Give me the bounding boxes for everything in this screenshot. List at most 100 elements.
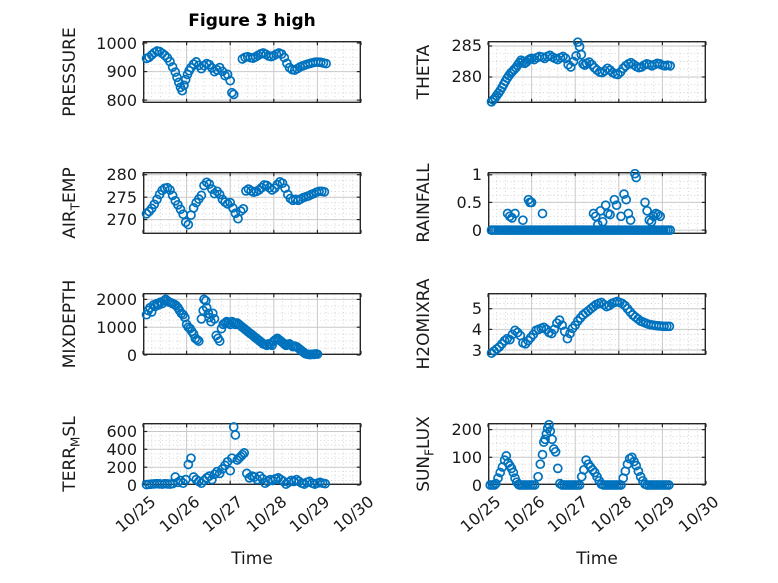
x-tick-label: 10/30 (329, 492, 378, 537)
plot-area-sun-flux (485, 419, 707, 490)
data-point (495, 467, 506, 478)
data-point (279, 339, 290, 349)
data-point (196, 478, 207, 489)
data-point (587, 464, 598, 475)
data-point (196, 190, 207, 201)
data-point (209, 469, 220, 480)
plot-area-rainfall (486, 168, 707, 235)
data-point (170, 67, 181, 77)
data-point (165, 56, 175, 67)
data-point (207, 308, 218, 319)
data-point (237, 449, 248, 460)
figure-title: Figure 3 high (188, 11, 316, 31)
data-point (621, 194, 632, 205)
data-point (183, 219, 194, 230)
data-point (544, 419, 554, 430)
y-tick-label: 0 (126, 476, 137, 495)
y-axis-label-mixdepth: MIXDEPTH (60, 279, 80, 369)
y-axis-label-theta: THETA (414, 44, 434, 100)
data-point (199, 294, 209, 305)
data-point (227, 203, 238, 213)
data-point (529, 480, 540, 490)
y-tick-label: 270 (106, 210, 137, 229)
data-point (640, 197, 650, 208)
data-point (152, 194, 162, 205)
y-tick-label: 280 (451, 67, 482, 86)
data-point (547, 434, 557, 445)
data-point (230, 430, 241, 440)
data-point (526, 197, 537, 208)
data-point (192, 334, 202, 345)
data-point (489, 480, 500, 490)
data-point (254, 471, 265, 481)
data-point (554, 315, 565, 325)
data-point (180, 74, 191, 85)
x-tick-label: 10/28 (587, 492, 636, 537)
data-point (209, 188, 220, 199)
y-tick-label: 0 (471, 476, 482, 495)
y-tick-label: 0 (471, 221, 482, 240)
data-point (141, 208, 152, 219)
data-point (319, 186, 330, 197)
data-point (225, 75, 236, 86)
data-point (508, 467, 519, 478)
data-point (312, 349, 323, 360)
data-point (196, 314, 207, 324)
y-axis-label-sun-flux: SUNFLUX (414, 416, 437, 492)
data-point (186, 453, 196, 464)
data-point (537, 208, 548, 219)
data-point (203, 308, 214, 319)
y-tick-label: 800 (106, 91, 137, 110)
data-point (207, 474, 217, 485)
data-point (167, 62, 178, 72)
data-point (214, 336, 225, 346)
data-point (504, 334, 515, 345)
data-point (611, 200, 622, 211)
data-point (491, 344, 502, 354)
data-point (235, 206, 246, 216)
y-tick-label: 900 (106, 62, 137, 81)
data-point (664, 321, 675, 332)
data-point (149, 199, 160, 210)
plot-area-air-temp (141, 171, 362, 234)
y-tick-label: 285 (451, 36, 482, 55)
data-point (571, 51, 581, 61)
data-point (175, 204, 186, 215)
y-axis-label-terr-msl: TERRMSL (60, 416, 83, 492)
x-tick-label: 10/26 (155, 492, 204, 537)
y-tick-label: 3 (471, 341, 482, 360)
data-point (228, 89, 239, 100)
data-point (605, 209, 615, 220)
data-point (239, 448, 250, 458)
data-point (538, 322, 549, 333)
data-point (172, 72, 182, 83)
y-tick-label: 200 (451, 420, 482, 439)
data-point (642, 205, 652, 216)
data-point (272, 179, 283, 190)
data-point (562, 333, 573, 344)
data-point (655, 211, 666, 222)
data-point (631, 172, 642, 183)
data-point (279, 52, 290, 63)
data-point (214, 189, 225, 200)
x-tick-label: 10/28 (242, 492, 291, 537)
x-tick-label: 10/25 (456, 492, 505, 537)
x-tick-label: 10/29 (630, 492, 679, 537)
data-point (201, 302, 212, 313)
data-point (535, 459, 546, 470)
y-axis-label-pressure: PRESSURE (60, 27, 80, 117)
data-point (572, 37, 583, 48)
x-tick-label: 10/27 (543, 492, 592, 537)
x-axis-label: Time (576, 549, 618, 569)
x-axis-label: Time (231, 549, 273, 569)
x-tick-label: 10/29 (285, 492, 334, 537)
data-point (204, 179, 215, 189)
y-axis-label-h2omixra: H2OMIXRA (414, 278, 434, 370)
y-tick-label: 400 (106, 440, 137, 459)
data-point (277, 178, 288, 189)
data-point (537, 449, 548, 460)
y-tick-label: 200 (106, 458, 137, 477)
y-tick-label: 5 (471, 299, 482, 318)
data-point (510, 208, 520, 219)
